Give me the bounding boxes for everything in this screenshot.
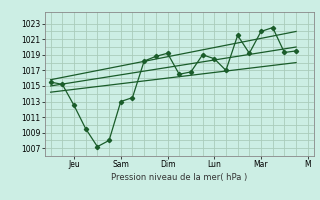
X-axis label: Pression niveau de la mer( hPa ): Pression niveau de la mer( hPa ) xyxy=(111,173,247,182)
